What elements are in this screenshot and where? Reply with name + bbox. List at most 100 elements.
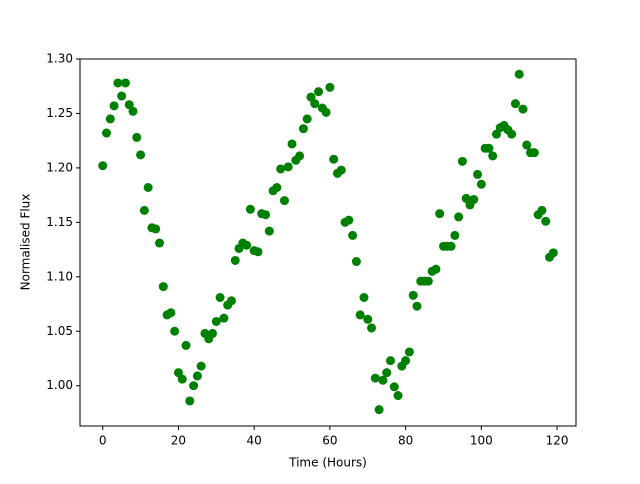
point (117, 91, 127, 101)
point (177, 374, 187, 384)
y-tick-label: 1.10 (46, 269, 73, 283)
point (537, 205, 547, 215)
point (325, 82, 335, 92)
point (461, 193, 471, 203)
point (507, 129, 517, 139)
point (242, 240, 252, 250)
point (389, 382, 399, 392)
point (355, 310, 365, 320)
y-tick-label: 1.15 (46, 215, 73, 229)
point (473, 169, 483, 179)
point (105, 114, 115, 124)
point (158, 282, 168, 292)
point (128, 106, 138, 116)
point (132, 132, 142, 142)
y-tick-label: 1.25 (46, 106, 73, 120)
point (344, 215, 354, 225)
point (518, 104, 528, 114)
point (120, 78, 130, 88)
point (529, 148, 539, 158)
point (276, 164, 286, 174)
point (306, 92, 316, 102)
point (192, 371, 202, 381)
point (454, 212, 464, 222)
point (245, 204, 255, 214)
point (484, 143, 494, 153)
point (351, 257, 361, 267)
point (173, 368, 183, 378)
x-tick-label: 20 (171, 434, 186, 448)
point (378, 375, 388, 385)
point (253, 247, 263, 257)
point (102, 128, 112, 138)
point (166, 308, 176, 318)
y-tick-label: 1.20 (46, 160, 73, 174)
point (348, 230, 358, 240)
point (181, 340, 191, 350)
point (367, 323, 377, 333)
point (491, 129, 501, 139)
point (113, 78, 123, 88)
point (412, 301, 422, 311)
point (401, 356, 411, 366)
x-tick-label: 40 (247, 434, 262, 448)
point (143, 183, 153, 193)
point (404, 347, 414, 357)
point (382, 368, 392, 378)
point (298, 124, 308, 134)
point (457, 156, 467, 166)
x-tick-label: 60 (322, 434, 337, 448)
point (446, 241, 456, 251)
point (98, 161, 108, 171)
point (469, 194, 479, 204)
point (423, 276, 433, 286)
point (155, 238, 165, 248)
point (215, 292, 225, 302)
point (283, 162, 293, 172)
point (435, 209, 445, 219)
y-tick-label: 1.00 (46, 378, 73, 392)
point (329, 154, 339, 164)
point (450, 230, 460, 240)
point (279, 196, 289, 206)
point (196, 361, 206, 371)
point (393, 391, 403, 401)
x-axis-label: Time (Hours) (288, 456, 367, 470)
point (522, 140, 532, 150)
point (310, 99, 320, 109)
point (541, 216, 551, 226)
point (208, 328, 218, 338)
point (370, 373, 380, 383)
point (295, 151, 305, 161)
x-tick-label: 120 (546, 434, 569, 448)
point (431, 264, 441, 274)
x-tick-label: 0 (99, 434, 107, 448)
y-tick-label: 1.30 (46, 52, 73, 66)
point (151, 224, 161, 234)
point (363, 314, 373, 324)
point (264, 226, 274, 236)
x-tick-label: 100 (470, 434, 493, 448)
point (136, 150, 146, 160)
point (336, 165, 346, 175)
point (261, 210, 271, 220)
point (314, 87, 324, 97)
x-tick-label: 80 (398, 434, 413, 448)
point (488, 151, 498, 161)
point (514, 69, 524, 79)
point (321, 107, 331, 117)
point (230, 255, 240, 265)
point (359, 292, 369, 302)
point (287, 139, 297, 149)
point (139, 205, 149, 215)
point (109, 101, 119, 111)
point (189, 381, 199, 391)
point (385, 356, 395, 366)
point (226, 296, 236, 306)
point (211, 316, 221, 326)
point (272, 183, 282, 193)
plot-frame (79, 58, 577, 427)
point (548, 248, 558, 258)
